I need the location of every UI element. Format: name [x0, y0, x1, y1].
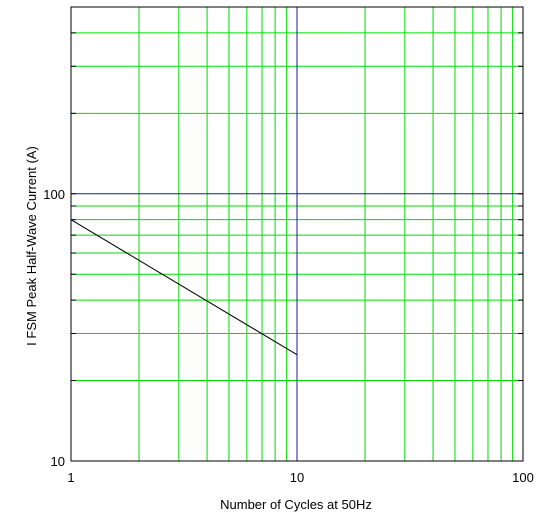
decade-lines — [71, 7, 523, 461]
series-line — [70, 219, 298, 356]
plot-frame — [70, 6, 524, 462]
series-layer — [70, 219, 298, 356]
y-axis-label: I FSM Peak Half-Wave Current (A) — [24, 146, 39, 346]
x-tick-label: 10 — [290, 470, 304, 485]
x-tick-labels: 1 10 100 — [67, 470, 533, 485]
y-tick-labels: 10 100 — [43, 187, 65, 469]
x-tick-label: 100 — [512, 470, 534, 485]
x-tick-label: 1 — [67, 470, 74, 485]
tick-marks — [71, 32, 523, 382]
y-tick-label: 100 — [43, 187, 65, 202]
y-tick-label: 10 — [51, 454, 65, 469]
x-axis-label: Number of Cycles at 50Hz — [220, 497, 372, 512]
